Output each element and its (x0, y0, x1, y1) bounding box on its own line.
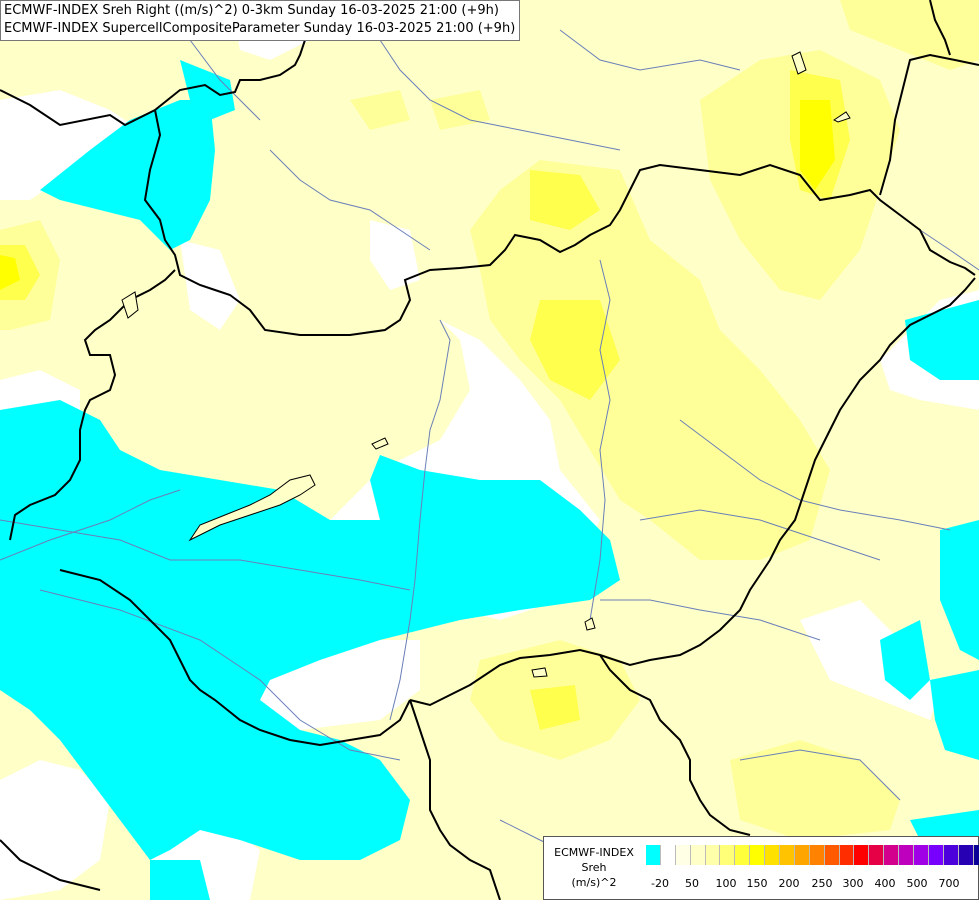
legend-tick-label: 50 (685, 877, 699, 890)
legend-swatch (973, 845, 979, 865)
legend-swatch (675, 845, 691, 865)
map-title-box: ECMWF-INDEX Sreh Right ((m/s)^2) 0-3km S… (0, 0, 521, 41)
legend-swatch (794, 845, 810, 865)
negative-helicity-layer (0, 60, 979, 900)
legend-model-label: ECMWF-INDEX (554, 846, 634, 859)
legend-parameter-label: Sreh (581, 861, 607, 874)
legend-swatch (705, 845, 721, 865)
legend-swatch (720, 845, 736, 865)
legend-color-bar (646, 845, 979, 865)
legend-swatch (809, 845, 825, 865)
legend-swatch (735, 845, 751, 865)
legend-swatch (943, 845, 959, 865)
legend-tick-label: 700 (938, 877, 960, 890)
legend-swatch (869, 845, 885, 865)
legend-tick-label: 250 (811, 877, 833, 890)
helicity-field-layer (0, 0, 979, 840)
rivers-layer (0, 0, 979, 881)
legend-title: ECMWF-INDEX Sreh (m/s)^2 (544, 845, 644, 890)
color-legend: ECMWF-INDEX Sreh (m/s)^2 -20 50 100 150 200 2… (543, 836, 979, 900)
legend-tick-label: 400 (874, 877, 896, 890)
title-parameter-scp: ECMWF-INDEX SupercellCompositeParameter … (4, 21, 516, 36)
legend-swatch (958, 845, 974, 865)
legend-tick-label: 100 (715, 877, 737, 890)
legend-swatch (824, 845, 840, 865)
title-parameter-sreh: ECMWF-INDEX Sreh Right ((m/s)^2) 0-3km S… (4, 3, 499, 18)
legend-swatch (884, 845, 900, 865)
legend-swatch (839, 845, 855, 865)
legend-unit-label: (m/s)^2 (571, 876, 617, 889)
legend-swatch (928, 845, 944, 865)
legend-swatch (660, 845, 676, 865)
legend-swatch (780, 845, 795, 865)
legend-tick-label: 150 (746, 877, 768, 890)
legend-swatch (690, 845, 706, 865)
legend-swatch (899, 845, 915, 865)
legend-swatch (646, 845, 661, 865)
legend-swatch (854, 845, 870, 865)
legend-swatch (750, 845, 766, 865)
legend-tick-label: -20 (651, 877, 669, 890)
legend-tick-label: 500 (906, 877, 928, 890)
legend-tick-label: 200 (778, 877, 800, 890)
legend-swatch (765, 845, 781, 865)
legend-tick-label: 300 (842, 877, 864, 890)
legend-swatch (914, 845, 929, 865)
lakes-layer (121, 51, 851, 678)
